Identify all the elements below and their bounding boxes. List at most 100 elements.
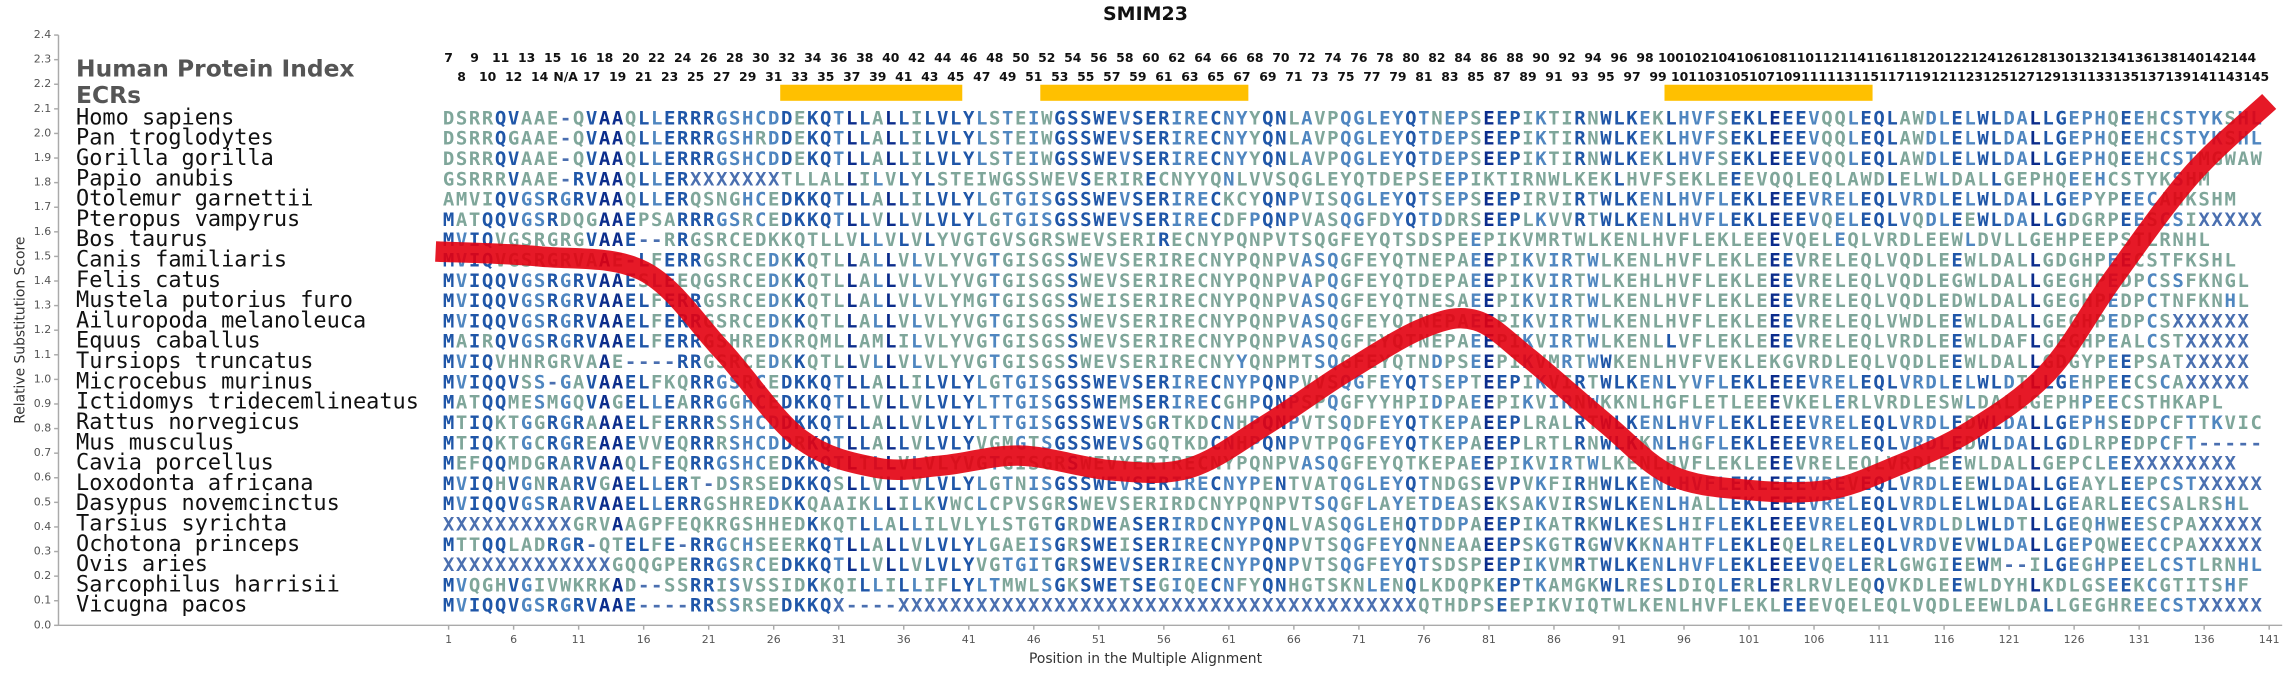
residue: F [1366, 411, 1377, 433]
residue: L [2042, 533, 2053, 555]
residue: X [2185, 452, 2197, 474]
residue: P [1509, 513, 1520, 535]
residue: L [898, 127, 909, 149]
residue: S [664, 574, 675, 596]
residue: S [2172, 107, 2183, 129]
residue: R [1873, 554, 1885, 576]
residue: E [1951, 574, 1962, 596]
residue: R [1067, 513, 1079, 535]
residue: V [1678, 351, 1689, 373]
residue: - [2237, 432, 2248, 454]
index-label: 12 [505, 69, 522, 84]
residue: X [976, 594, 988, 616]
residue: R [1145, 351, 1157, 373]
residue: R [1041, 229, 1053, 251]
residue: I [1145, 229, 1156, 251]
residue: - [677, 594, 688, 616]
residue: G [1041, 330, 1052, 352]
residue: E [1782, 371, 1793, 393]
residue: L [885, 107, 896, 129]
residue: E [768, 472, 779, 494]
residue: F [1366, 432, 1377, 454]
residue: C [2159, 594, 2170, 616]
residue: Y [1379, 452, 1391, 474]
residue: G [1574, 574, 1585, 596]
residue: X [2237, 351, 2249, 373]
residue: E [1106, 107, 1117, 129]
residue: E [664, 432, 675, 454]
residue: D [1431, 351, 1442, 373]
residue: R [729, 310, 741, 332]
residue: S [1132, 554, 1143, 576]
residue: D [1925, 371, 1936, 393]
residue: Q [1873, 533, 1884, 555]
residue: E [625, 269, 636, 291]
residue: D [1080, 513, 1091, 535]
residue: T [989, 310, 1000, 332]
residue: F [2185, 290, 2196, 312]
residue: C [1210, 147, 1221, 169]
residue: G [976, 351, 987, 373]
species-name: Vicugna pacos [76, 593, 247, 618]
residue: E [1769, 533, 1780, 555]
residue: V [937, 208, 948, 230]
residue: H [1587, 472, 1598, 494]
residue: Y [1379, 391, 1391, 413]
residue: L [898, 391, 909, 413]
residue: L [846, 432, 857, 454]
residue: K [1548, 594, 1560, 616]
residue: R [1821, 188, 1833, 210]
residue: L [1756, 432, 1767, 454]
residue: W [1912, 107, 1924, 129]
residue: E [2120, 371, 2131, 393]
index-label: 122 [1944, 50, 1970, 65]
residue: L [1756, 147, 1767, 169]
residue: Q [1873, 371, 1884, 393]
residue: L [1834, 249, 1845, 271]
residue: X [2224, 513, 2236, 535]
residue: A [612, 310, 624, 332]
residue: E [1379, 371, 1390, 393]
index-label: 94 [1584, 50, 1602, 65]
residue: A [612, 574, 624, 596]
residue: C [1236, 188, 1247, 210]
residue: R [573, 411, 585, 433]
residue: X [690, 168, 702, 190]
index-label: 80 [1402, 50, 1420, 65]
residue: L [1990, 533, 2001, 555]
residue: R [469, 168, 481, 190]
residue: L [859, 432, 870, 454]
residue: T [508, 432, 519, 454]
residue: C [2107, 168, 2118, 190]
residue: E [1444, 168, 1455, 190]
residue: L [950, 554, 961, 576]
residue: V [1808, 147, 1819, 169]
residue: K [1522, 452, 1534, 474]
residue: G [976, 249, 987, 271]
residue: E [1717, 249, 1728, 271]
residue: N [1275, 432, 1286, 454]
residue: D [2068, 432, 2079, 454]
residue: H [742, 452, 753, 474]
residue: - [560, 107, 571, 129]
residue: E [625, 371, 636, 393]
residue: K [1535, 127, 1547, 149]
residue: I [1509, 249, 1520, 271]
residue: D [1379, 208, 1390, 230]
x-tick-label: 56 [1157, 633, 1171, 646]
residue: T [2159, 249, 2170, 271]
residue: I [1171, 472, 1182, 494]
residue: E [2133, 472, 2144, 494]
residue: S [729, 472, 740, 494]
residue: E [1743, 229, 1754, 251]
residue: W [1080, 351, 1092, 373]
residue: I [1171, 147, 1182, 169]
residue: T [989, 574, 1000, 596]
residue: R [1145, 330, 1157, 352]
residue: D [2003, 472, 2014, 494]
residue: S [1327, 188, 1338, 210]
residue: E [1951, 411, 1962, 433]
residue: E [794, 127, 805, 149]
residue: L [1652, 269, 1663, 291]
residue: S [1067, 208, 1078, 230]
